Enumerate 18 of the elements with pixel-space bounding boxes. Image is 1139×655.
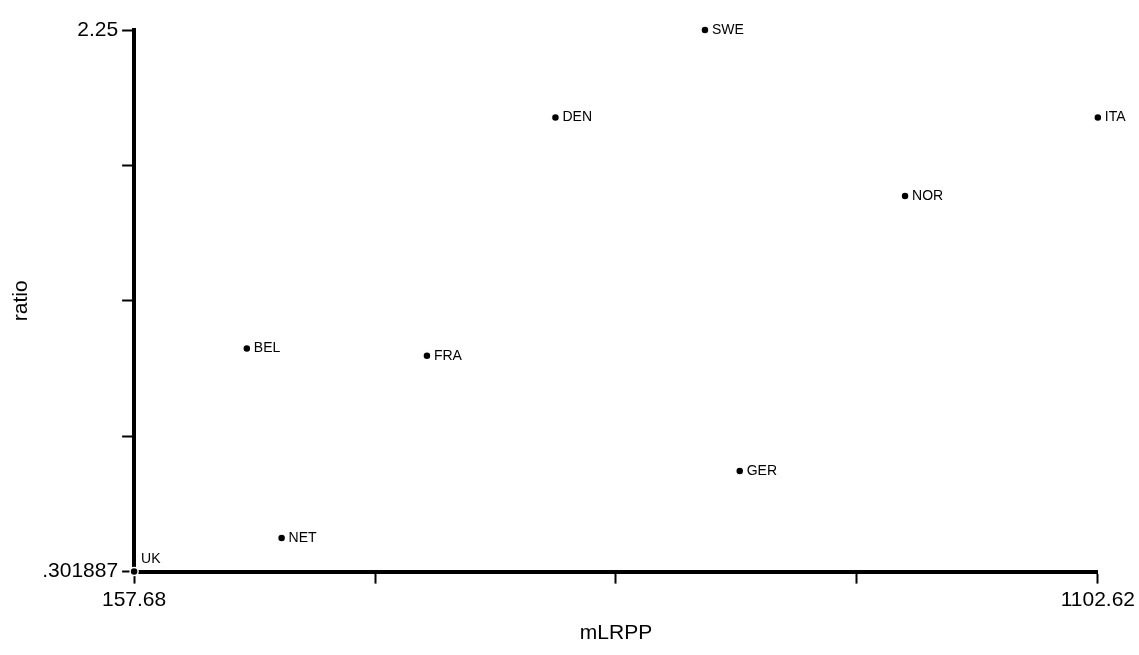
series-label: ITA: [1104, 108, 1127, 125]
series-label: UK: [141, 550, 162, 567]
series-label: DEN: [562, 108, 592, 125]
point: [700, 25, 710, 35]
series-label: NET: [288, 528, 318, 545]
series-label: NOR: [912, 186, 944, 203]
x-axis-title: mLRPP: [579, 620, 653, 644]
series-label: SWE: [711, 20, 744, 37]
series-label: BEL: [253, 339, 281, 356]
series-label: GER: [746, 461, 778, 478]
point: [129, 566, 139, 577]
y-tick-label: .301887: [42, 558, 119, 582]
y-axis-title: ratio: [8, 280, 32, 322]
y-tick-label: 2.25: [77, 16, 119, 40]
series-label: FRA: [433, 346, 463, 363]
x-tick-label: 1102.62: [1060, 587, 1135, 610]
point: [900, 191, 910, 201]
x-tick-label: 157.68: [101, 587, 167, 610]
